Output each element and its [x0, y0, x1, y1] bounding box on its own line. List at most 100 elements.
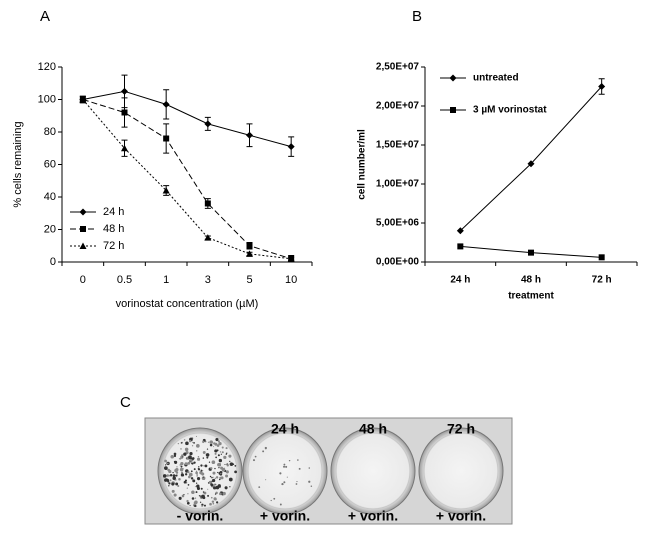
colony: [209, 443, 213, 447]
colony: [196, 450, 198, 452]
colony: [184, 462, 188, 466]
legend-marker: [79, 208, 87, 216]
colony: [199, 495, 201, 497]
marker: [246, 242, 253, 249]
colony: [177, 443, 179, 445]
colony: [234, 464, 237, 467]
series-line: [82, 99, 292, 260]
colony: [308, 480, 311, 483]
colony: [196, 474, 199, 476]
colony: [265, 479, 267, 481]
y-tick-label: 100: [38, 93, 56, 105]
colony: [181, 494, 185, 498]
x-tick-label: 24 h: [450, 275, 470, 286]
colony: [215, 491, 218, 495]
y-tick-label: 1,50E+07: [376, 140, 420, 151]
colony: [186, 501, 190, 505]
colony: [189, 439, 192, 443]
marker: [527, 160, 535, 168]
series-line: [82, 99, 292, 260]
colony: [201, 476, 206, 481]
colony: [197, 468, 201, 471]
colony: [176, 473, 178, 475]
marker: [204, 200, 211, 207]
colony: [195, 470, 198, 473]
colony: [189, 505, 191, 507]
marker: [528, 249, 534, 256]
colony: [214, 452, 217, 455]
colony: [202, 476, 205, 478]
y-tick-label: 120: [38, 61, 56, 73]
y-tick-label: 80: [44, 126, 56, 138]
colony: [229, 462, 234, 466]
colony: [279, 472, 282, 475]
dish: [418, 427, 504, 515]
colony: [207, 488, 209, 490]
y-tick-label: 0: [50, 256, 56, 268]
colony: [308, 467, 311, 469]
colony: [297, 459, 299, 461]
colony: [180, 471, 184, 474]
colony: [172, 471, 174, 474]
dish-label: + vorin.: [436, 508, 486, 524]
colony: [211, 476, 213, 479]
colony: [178, 477, 181, 481]
colony: [172, 474, 176, 478]
colony: [196, 477, 201, 481]
colony: [218, 441, 222, 446]
y-tick-label: 2,50E+07: [376, 62, 420, 73]
colony: [279, 503, 282, 506]
dish-rim: [162, 432, 238, 510]
colony: [234, 470, 237, 474]
x-tick-label: 72 h: [592, 275, 612, 286]
colony: [184, 473, 188, 476]
colony: [214, 467, 216, 470]
colony: [178, 458, 181, 460]
colony: [188, 459, 193, 463]
colony: [210, 467, 213, 470]
colony: [164, 459, 167, 463]
colony: [193, 468, 196, 471]
marker: [79, 96, 87, 103]
x-tick-label: 1: [163, 274, 169, 286]
colony: [218, 458, 223, 463]
colony: [173, 493, 177, 497]
colony: [217, 471, 219, 474]
colony: [174, 479, 176, 481]
colony: [222, 491, 226, 496]
colony: [171, 489, 175, 493]
marker: [457, 243, 464, 250]
colony: [202, 440, 205, 444]
colony: [215, 456, 217, 459]
colony: [216, 444, 220, 447]
x-tick-label: 10: [285, 274, 297, 286]
colony: [265, 448, 267, 450]
colony: [190, 477, 194, 480]
marker: [162, 187, 170, 194]
colony: [223, 455, 227, 459]
colony: [208, 461, 211, 463]
dish-label: - vorin.: [177, 508, 224, 524]
panel-label: B: [412, 8, 422, 25]
colony: [214, 493, 217, 495]
colony: [177, 485, 180, 488]
colony: [258, 486, 261, 489]
legend-label: 72 h: [103, 240, 124, 252]
colony: [195, 471, 198, 475]
colony: [164, 466, 168, 470]
colony: [196, 475, 198, 477]
colony: [219, 476, 222, 479]
x-tick-label: 3: [205, 274, 211, 286]
legend-label: 24 h: [103, 206, 124, 218]
colony: [189, 461, 191, 463]
colony: [192, 479, 196, 483]
colony: [193, 441, 195, 444]
colony: [186, 487, 188, 489]
y-tick-label: 40: [44, 191, 56, 203]
colony: [283, 481, 286, 484]
series-line: [82, 90, 292, 148]
colony: [176, 483, 178, 486]
colony: [208, 480, 212, 484]
legend-marker: [79, 242, 87, 249]
